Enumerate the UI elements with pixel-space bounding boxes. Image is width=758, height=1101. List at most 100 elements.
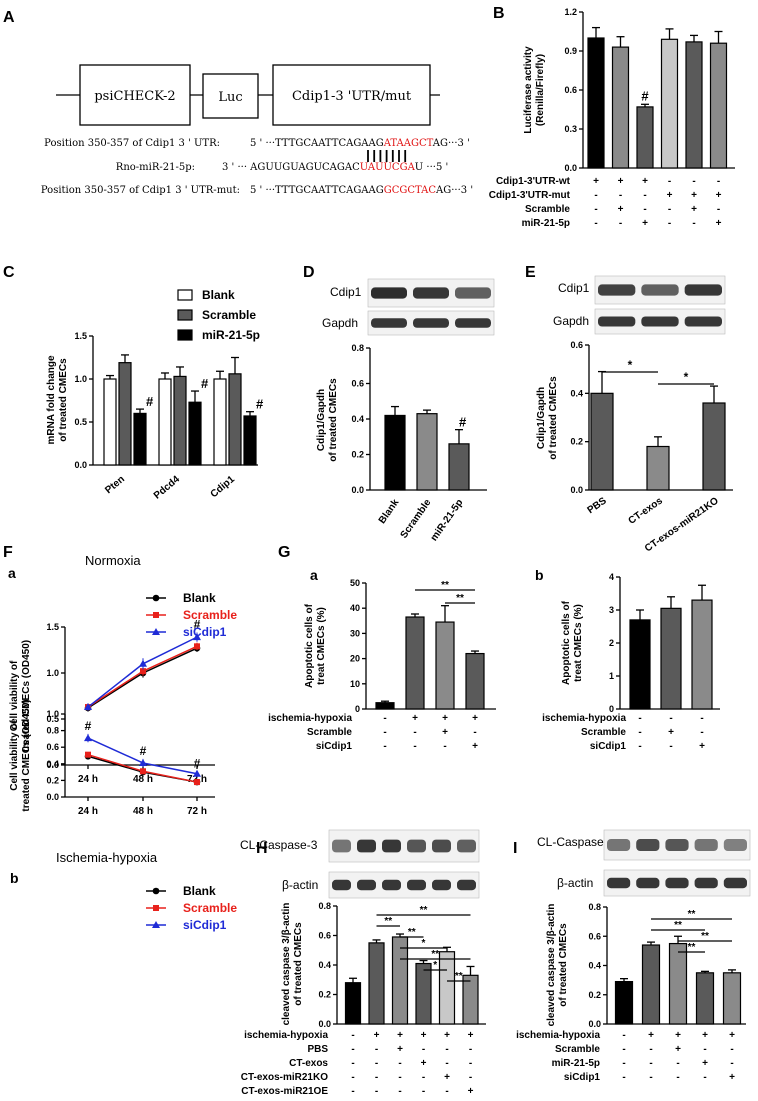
sequence-red: ATAAGCT	[383, 138, 434, 149]
panel-i-ytick-label: 0.2	[588, 990, 601, 1000]
panel-e-sig: *	[628, 358, 633, 372]
panel-f-a-mark: #	[194, 618, 201, 632]
panel-g-b-sign: -	[669, 741, 672, 752]
panel-h-sig: **	[431, 949, 439, 960]
panel-d-blot-cdip1-band	[371, 287, 407, 299]
panel-b-bar	[587, 37, 605, 169]
panel-e-ytick-label: 0.2	[570, 437, 583, 447]
panel-i-sign: +	[729, 1072, 735, 1083]
panel-e-ytick-label: 0.0	[570, 485, 583, 495]
panel-h-sig: **	[455, 971, 463, 982]
panel-b-sign: -	[619, 218, 622, 229]
panel-h-sign: -	[445, 1044, 448, 1055]
panel-i-sig: **	[701, 931, 709, 942]
panel-b-bar	[685, 41, 703, 169]
panel-c-mark: #	[256, 397, 264, 412]
panel-h-blot-caspase-band	[357, 839, 376, 853]
panel-h-sign: -	[422, 1072, 425, 1083]
panel-f-b-xtick-label: 72 h	[187, 806, 207, 817]
panel-i-sig: **	[688, 909, 696, 920]
panel-i-ytick-label: 0.0	[588, 1019, 601, 1029]
panel-i-sig: **	[674, 920, 682, 931]
panel-d-ytick-label: 0.4	[351, 414, 364, 424]
panel-i-sign: -	[649, 1072, 652, 1083]
sequence-red: GCGCTAC	[384, 185, 437, 196]
sequence-pre: 5 ' ···TTTGCAATTCAGAAG	[250, 185, 384, 196]
panel-b-bar	[611, 46, 630, 169]
panel-d-bar	[384, 414, 406, 491]
panel-h-ytick-label: 0.4	[318, 960, 331, 970]
panel-i-sign: +	[702, 1058, 708, 1069]
panel-f-b-point	[193, 769, 201, 777]
sequence-text: 5 ' ···TTTGCAATTCAGAAGGCGCTACAG···3 '	[250, 185, 473, 196]
panel-g-a-sign: +	[472, 741, 478, 752]
sequence-name: Rno-miR-21-5p:	[116, 162, 195, 173]
panel-c-mark: #	[146, 394, 154, 409]
panel-g-a-ytick-label: 40	[350, 603, 360, 613]
panel-h-row-label: CT-exos	[289, 1058, 328, 1069]
panel-g-a-bar	[405, 616, 425, 710]
panel-h-bar	[438, 951, 456, 1025]
panel-g-a-sign: -	[383, 741, 386, 752]
panel-g-b-sign: -	[638, 741, 641, 752]
sequence-red: UAUUCGA	[360, 162, 416, 173]
panel-h-row-label: CT-exos-miR21KO	[241, 1072, 328, 1083]
panel-h-sig: *	[433, 960, 437, 971]
panel-h-sign: -	[445, 1058, 448, 1069]
panel-b-sign: -	[619, 190, 622, 201]
panel-h-blot-caspase-strip	[328, 829, 480, 863]
panel-g-b-sign: -	[638, 713, 641, 724]
panel-i-bar	[668, 942, 688, 1025]
panel-b-sign: -	[643, 190, 646, 201]
panel-g-b-ytick-label: 2	[609, 638, 614, 648]
panel-h-sign: +	[421, 1030, 427, 1041]
panel-g-a-sublabel: a	[310, 567, 318, 583]
panel-d-blot-gapdh-band	[413, 318, 449, 328]
panel-i-blot-actin-band	[636, 877, 660, 889]
panel-e-blot-label: Cdip1	[558, 281, 590, 295]
panel-b-mark: #	[641, 88, 649, 103]
panel-h-sign: -	[375, 1072, 378, 1083]
panel-b-ylabel: Luciferase activity(Renilla/Firefly)	[523, 46, 546, 134]
panel-i-blot-actin-band	[607, 877, 631, 889]
panel-b-sign: +	[691, 204, 697, 215]
panel-b-sign: +	[691, 190, 697, 201]
panel-h-sign: -	[422, 1086, 425, 1097]
panel-i-blot-caspase-band	[665, 839, 689, 851]
panel-c-legend-label: Blank	[202, 288, 235, 302]
panel-h-blot-actin-band	[382, 879, 401, 891]
panel-h-sig: **	[408, 927, 416, 938]
panel-b-sign: -	[717, 204, 720, 215]
panel-f-b-mark: #	[85, 719, 92, 733]
panel-h-sign: +	[468, 1086, 474, 1097]
sequence-name: Position 350-357 of Cdip1 3 ' UTR-mut:	[41, 185, 240, 196]
panel-d-ytick-label: 0.0	[351, 485, 364, 495]
panel-g-b-sign: -	[700, 727, 703, 738]
panel-g-b-sign: -	[700, 713, 703, 724]
panel-b-ytick-label: 0.0	[564, 163, 577, 173]
panel-e-blot-cdip1-band	[684, 284, 722, 296]
panel-h-sign: +	[444, 1030, 450, 1041]
panel-h-bar	[462, 974, 479, 1025]
panel-f-b-ylabel: Cell viability oftreated CMECs (OD450)	[9, 699, 32, 811]
panel-i-ylabel: cleaved caspase 3/β-actinof treated CMEC…	[546, 904, 569, 1027]
panel-b-bar	[709, 42, 728, 169]
panel-i-sign: -	[649, 1044, 652, 1055]
panel-f-a-sublabel: a	[8, 565, 16, 581]
panel-h-bar	[368, 942, 385, 1025]
panel-i-sign: -	[703, 1072, 706, 1083]
panel-g-a-sign: -	[383, 727, 386, 738]
panel-f-a-ytick-label: 1.5	[46, 622, 59, 632]
panel-h-sign: -	[469, 1044, 472, 1055]
panel-f-b-ytick-label: 0.2	[46, 775, 59, 785]
construct-label: Cdip1-3 'UTR/mut	[292, 89, 412, 104]
panel-c-legend-swatch	[177, 289, 193, 301]
panel-h-sign: -	[375, 1086, 378, 1097]
panel-i-blot-caspase-band	[723, 839, 747, 851]
panel-b-sign: +	[642, 218, 648, 229]
panel-e-blot-cdip1-band	[641, 284, 679, 296]
panel-i-ytick-label: 0.4	[588, 961, 601, 971]
panel-i-bar	[614, 980, 634, 1025]
panel-c-ytick-label: 0.5	[74, 417, 87, 427]
panel-h-sig: **	[384, 916, 392, 927]
